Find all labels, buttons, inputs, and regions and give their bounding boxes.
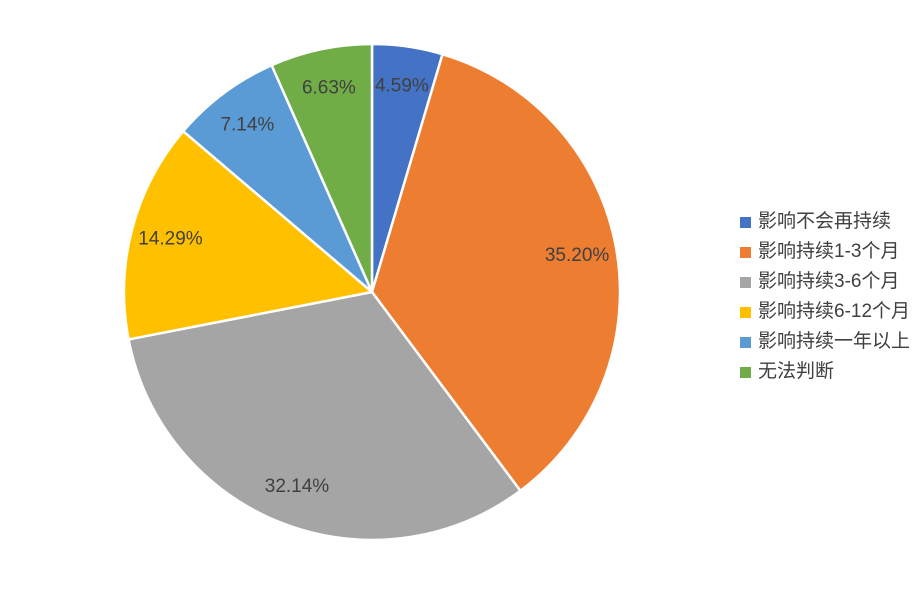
legend-item: 无法判断 bbox=[740, 362, 910, 382]
legend-color-swatch-icon bbox=[740, 306, 751, 318]
data-label: 7.14% bbox=[220, 115, 274, 136]
legend-label: 影响持续1-3个月 bbox=[758, 241, 900, 262]
pie-slice-6 bbox=[270, 42, 374, 294]
legend-label: 影响不会再持续 bbox=[758, 211, 892, 232]
data-label: 35.20% bbox=[545, 245, 610, 266]
data-label: 32.14% bbox=[265, 476, 330, 497]
legend-color-swatch-icon bbox=[740, 336, 751, 348]
data-label: 6.63% bbox=[302, 78, 356, 99]
legend-item: 影响不会再持续 bbox=[740, 212, 910, 232]
legend-item: 影响持续6-12个月 bbox=[740, 302, 910, 322]
legend-color-swatch-icon bbox=[740, 216, 751, 228]
legend-item: 影响持续1-3个月 bbox=[740, 242, 910, 262]
legend-label: 无法判断 bbox=[758, 361, 835, 382]
legend-item: 影响持续一年以上 bbox=[740, 332, 910, 352]
pie-slice-4 bbox=[122, 129, 374, 341]
legend-label: 影响持续6-12个月 bbox=[758, 301, 911, 322]
legend-color-swatch-icon bbox=[740, 276, 751, 288]
pie-slice-3 bbox=[127, 290, 522, 542]
legend-color-swatch-icon bbox=[740, 366, 751, 378]
chart-legend: 影响不会再持续 影响持续1-3个月 影响持续3-6个月 影响持续6-12个月 影响持续一… bbox=[740, 212, 910, 382]
legend-color-swatch-icon bbox=[740, 246, 751, 258]
pie-slice-5 bbox=[181, 63, 374, 294]
legend-label: 影响持续3-6个月 bbox=[758, 271, 900, 292]
pie-slice-2 bbox=[370, 52, 622, 492]
data-label: 14.29% bbox=[138, 229, 203, 250]
legend-label: 影响持续一年以上 bbox=[758, 331, 911, 352]
data-label: 4.59% bbox=[375, 75, 429, 96]
legend-item: 影响持续3-6个月 bbox=[740, 272, 910, 292]
